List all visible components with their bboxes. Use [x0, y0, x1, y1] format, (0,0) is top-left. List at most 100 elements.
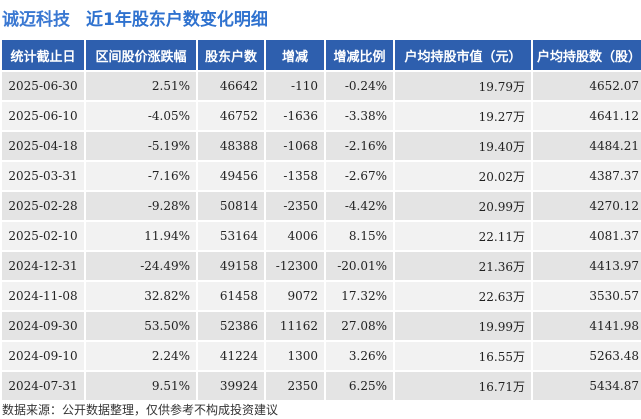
cell-price-change: -9.28%	[86, 192, 196, 220]
cell-price-change: -5.19%	[86, 132, 196, 160]
table-header-row: 统计截止日 区间股价涨跌幅 股东户数 增减 增减比例 户均持股市值（元） 户均持股数（股）	[2, 40, 641, 70]
table-row: 2025-06-10 -4.05% 46752 -1636 -3.38% 19.27万 46…	[2, 102, 641, 130]
cell-avg-shares: 4641.12	[533, 102, 641, 130]
cell-price-change: 2.24%	[86, 342, 196, 370]
cell-avg-value: 19.27万	[395, 102, 531, 130]
cell-date: 2025-06-10	[2, 102, 84, 130]
avg-value-number: 19.99	[478, 319, 513, 334]
cell-ratio: -0.24%	[326, 72, 393, 100]
cell-holders: 50814	[198, 192, 264, 220]
header-col-avg-shares: 户均持股数（股）	[533, 40, 641, 70]
cell-ratio: -20.01%	[326, 252, 393, 280]
avg-value-number: 22.11	[478, 229, 513, 244]
header-col-ratio: 增减比例	[326, 40, 393, 70]
avg-value-number: 19.79	[478, 79, 513, 94]
cell-date: 2024-07-31	[2, 372, 84, 400]
cell-delta: 2350	[266, 372, 324, 400]
avg-value-number: 22.63	[478, 289, 513, 304]
cell-avg-shares: 5263.48	[533, 342, 641, 370]
cell-delta: -2350	[266, 192, 324, 220]
cell-avg-shares: 3530.57	[533, 282, 641, 310]
cell-delta: -12300	[266, 252, 324, 280]
cell-avg-shares: 4413.97	[533, 252, 641, 280]
table-row: 2024-12-31 -24.49% 49158 -12300 -20.01% 21.36…	[2, 252, 641, 280]
table-row: 2025-02-10 11.94% 53164 4006 8.15% 22.11万 4081…	[2, 222, 641, 250]
page-header: 诚迈科技 近1年股东户数变化明细	[0, 0, 641, 34]
header-col-price-change: 区间股价涨跌幅	[86, 40, 196, 70]
cell-date: 2024-09-30	[2, 312, 84, 340]
cell-avg-value: 20.02万	[395, 162, 531, 190]
cell-avg-value: 19.40万	[395, 132, 531, 160]
cell-ratio: -2.16%	[326, 132, 393, 160]
avg-value-unit: 万	[512, 139, 525, 154]
cell-date: 2025-02-10	[2, 222, 84, 250]
cell-ratio: 6.25%	[326, 372, 393, 400]
cell-avg-shares: 4270.12	[533, 192, 641, 220]
avg-value-number: 19.40	[478, 139, 513, 154]
cell-holders: 41224	[198, 342, 264, 370]
cell-date: 2025-02-28	[2, 192, 84, 220]
cell-avg-shares: 4484.21	[533, 132, 641, 160]
avg-value-unit: 万	[512, 319, 525, 334]
cell-avg-shares: 4387.37	[533, 162, 641, 190]
cell-ratio: 3.26%	[326, 342, 393, 370]
avg-value-number: 20.99	[478, 199, 513, 214]
avg-value-unit: 万	[512, 229, 525, 244]
cell-holders: 46752	[198, 102, 264, 130]
cell-avg-shares: 5434.87	[533, 372, 641, 400]
cell-holders: 61458	[198, 282, 264, 310]
cell-price-change: 32.82%	[86, 282, 196, 310]
avg-value-number: 16.55	[478, 349, 513, 364]
cell-price-change: 2.51%	[86, 72, 196, 100]
cell-delta: 4006	[266, 222, 324, 250]
avg-value-unit: 万	[512, 289, 525, 304]
cell-avg-value: 16.71万	[395, 372, 531, 400]
cell-ratio: 8.15%	[326, 222, 393, 250]
avg-value-number: 19.27	[478, 109, 513, 124]
avg-value-unit: 万	[512, 259, 525, 274]
cell-holders: 46642	[198, 72, 264, 100]
cell-holders: 49158	[198, 252, 264, 280]
cell-avg-value: 21.36万	[395, 252, 531, 280]
avg-value-number: 16.71	[478, 379, 513, 394]
cell-date: 2024-12-31	[2, 252, 84, 280]
cell-date: 2025-04-18	[2, 132, 84, 160]
company-name: 诚迈科技	[2, 9, 70, 30]
cell-ratio: -3.38%	[326, 102, 393, 130]
cell-date: 2024-09-10	[2, 342, 84, 370]
shareholder-table: 统计截止日 区间股价涨跌幅 股东户数 增减 增减比例 户均持股市值（元） 户均持股数（股） …	[0, 38, 641, 402]
cell-date: 2025-03-31	[2, 162, 84, 190]
header-col-delta: 增减	[266, 40, 324, 70]
cell-price-change: -24.49%	[86, 252, 196, 280]
table-row: 2024-09-10 2.24% 41224 1300 3.26% 16.55万 5263.…	[2, 342, 641, 370]
cell-holders: 52386	[198, 312, 264, 340]
avg-value-number: 21.36	[478, 259, 513, 274]
cell-holders: 49456	[198, 162, 264, 190]
page-title: 近1年股东户数变化明细	[86, 9, 268, 30]
cell-avg-value: 22.11万	[395, 222, 531, 250]
cell-delta: -1636	[266, 102, 324, 130]
table-row: 2024-11-08 32.82% 61458 9072 17.32% 22.63万 353…	[2, 282, 641, 310]
cell-price-change: 53.50%	[86, 312, 196, 340]
cell-avg-value: 19.99万	[395, 312, 531, 340]
avg-value-number: 20.02	[478, 169, 513, 184]
avg-value-unit: 万	[512, 379, 525, 394]
cell-delta: 11162	[266, 312, 324, 340]
avg-value-unit: 万	[512, 199, 525, 214]
cell-holders: 39924	[198, 372, 264, 400]
cell-avg-shares: 4081.37	[533, 222, 641, 250]
cell-delta: 1300	[266, 342, 324, 370]
table-row: 2024-07-31 9.51% 39924 2350 6.25% 16.71万 5434.…	[2, 372, 641, 400]
cell-delta: -110	[266, 72, 324, 100]
cell-price-change: -7.16%	[86, 162, 196, 190]
cell-date: 2025-06-30	[2, 72, 84, 100]
cell-price-change: -4.05%	[86, 102, 196, 130]
cell-date: 2024-11-08	[2, 282, 84, 310]
cell-avg-shares: 4652.07	[533, 72, 641, 100]
cell-avg-value: 20.99万	[395, 192, 531, 220]
header-col-date: 统计截止日	[2, 40, 84, 70]
avg-value-unit: 万	[512, 109, 525, 124]
data-source-note: 数据来源：公开数据整理，仅供参考不构成投资建议	[2, 403, 279, 417]
cell-ratio: 27.08%	[326, 312, 393, 340]
cell-delta: -1358	[266, 162, 324, 190]
